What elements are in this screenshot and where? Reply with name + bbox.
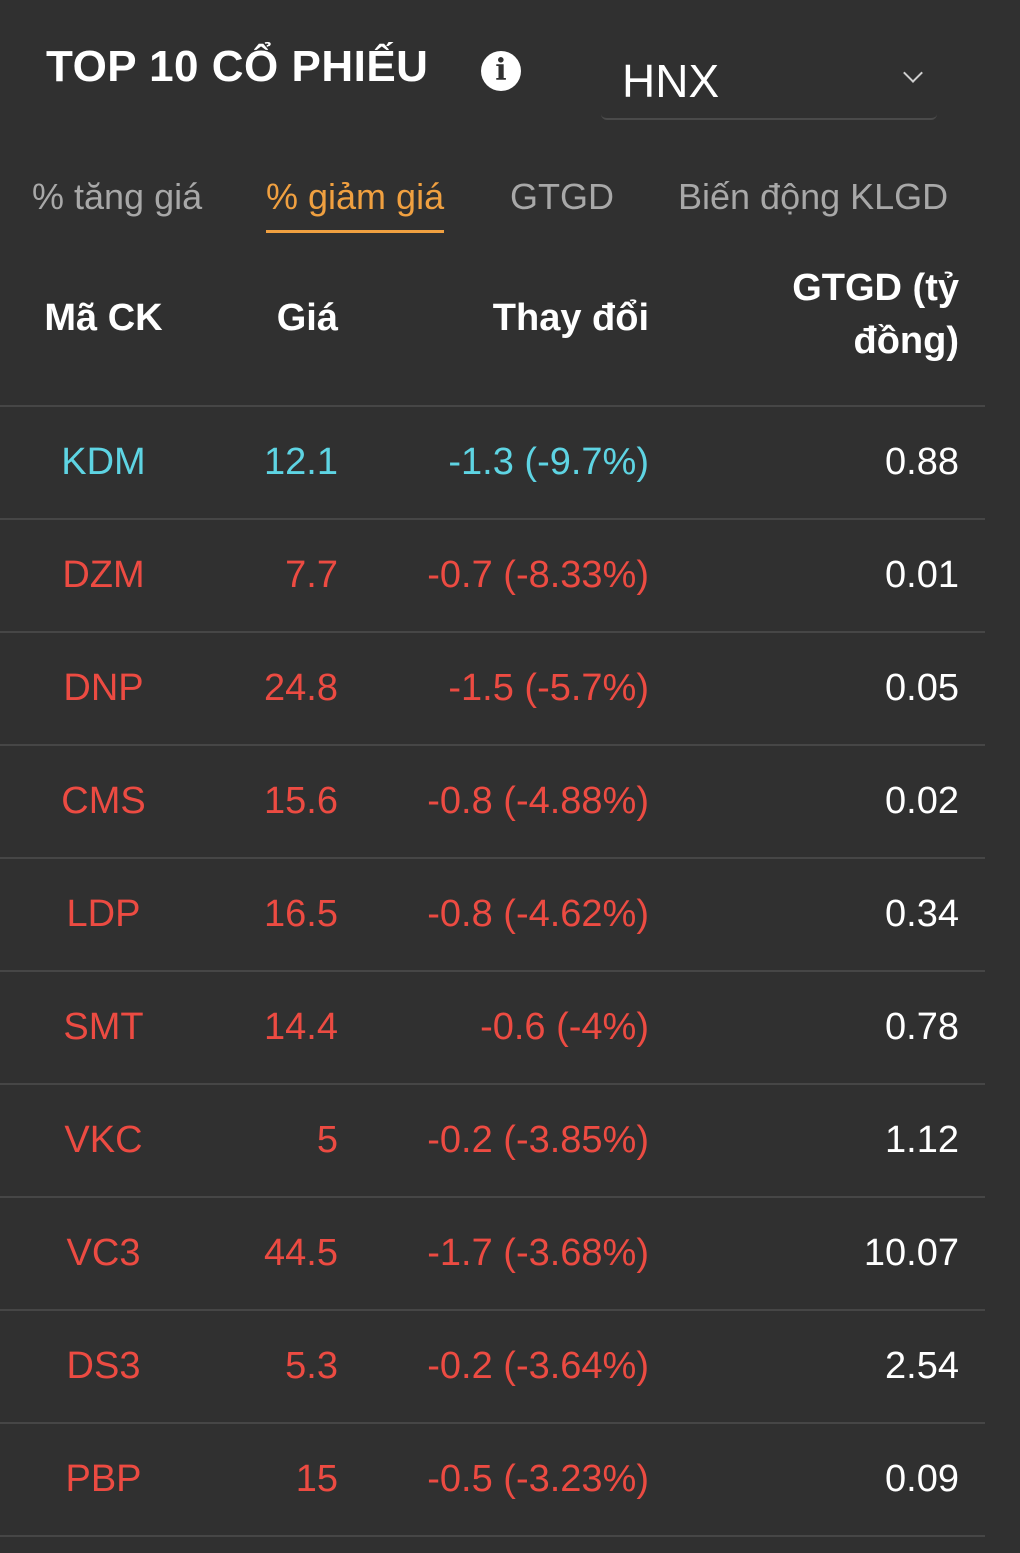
stock-change: -0.8 (-4.62%) — [427, 893, 649, 935]
table-row[interactable]: DS3 5.3 -0.2 (-3.64%) 2.54 — [0, 1311, 985, 1424]
table-row[interactable]: KDM 12.1 -1.3 (-9.7%) 0.88 — [0, 407, 985, 520]
tab-price-increase[interactable]: % tăng giá — [32, 176, 203, 217]
widget-header: TOP 10 CỔ PHIẾU i HNX — [0, 0, 1020, 140]
table-row[interactable]: DZM 7.7 -0.7 (-8.33%) 0.01 — [0, 520, 985, 633]
stock-trading-value: 0.88 — [885, 441, 959, 483]
stock-trading-value: 0.34 — [885, 893, 959, 935]
stock-trading-value: 0.09 — [885, 1458, 959, 1500]
stock-code[interactable]: PBP — [65, 1458, 142, 1500]
tab-price-decrease[interactable]: % giảm giá — [266, 176, 445, 233]
stock-change: -1.5 (-5.7%) — [448, 667, 649, 709]
table-row[interactable]: LDP 16.5 -0.8 (-4.62%) 0.34 — [0, 859, 985, 972]
stock-price: 24.8 — [264, 667, 338, 709]
column-header-value-line2: đồng) — [853, 320, 959, 362]
table-row[interactable]: PBP 15 -0.5 (-3.23%) 0.09 — [0, 1424, 985, 1537]
column-header-price[interactable]: Giá — [276, 297, 338, 339]
stock-trading-value: 0.01 — [885, 554, 959, 596]
stock-price: 15.6 — [264, 780, 338, 822]
stock-code[interactable]: SMT — [63, 1006, 144, 1048]
column-header-value[interactable]: GTGD (tỷ đồng) — [792, 267, 959, 372]
exchange-dropdown[interactable]: HNX — [601, 38, 937, 120]
stock-price: 7.7 — [285, 554, 338, 596]
column-header-code[interactable]: Mã CK — [44, 297, 163, 339]
chevron-down-icon — [903, 63, 923, 83]
stock-change: -1.3 (-9.7%) — [448, 441, 649, 483]
stock-code[interactable]: CMS — [61, 780, 146, 822]
stock-change: -0.7 (-8.33%) — [427, 554, 649, 596]
exchange-selected-value: HNX — [622, 55, 720, 107]
stock-table-body: KDM 12.1 -1.3 (-9.7%) 0.88 DZM 7.7 -0.7 … — [0, 407, 985, 1537]
stock-trading-value: 1.12 — [885, 1119, 959, 1161]
tab-trading-value[interactable]: GTGD — [510, 176, 614, 217]
stock-price: 16.5 — [264, 893, 338, 935]
stock-price: 44.5 — [264, 1232, 338, 1274]
stock-price: 5 — [316, 1119, 338, 1161]
column-header-value-line1: GTGD (tỷ — [792, 267, 959, 309]
table-header: Mã CK Giá Thay đổi GTGD (tỷ đồng) — [0, 255, 985, 407]
stock-code[interactable]: DS3 — [66, 1345, 141, 1387]
widget-title: TOP 10 CỔ PHIẾU — [46, 42, 429, 91]
table-row[interactable]: VC3 44.5 -1.7 (-3.68%) 10.07 — [0, 1198, 985, 1311]
stock-trading-value: 0.05 — [885, 667, 959, 709]
stock-code[interactable]: DNP — [63, 667, 144, 709]
stock-change: -0.6 (-4%) — [480, 1006, 649, 1048]
stock-trading-value: 2.54 — [885, 1345, 959, 1387]
table-row[interactable]: SMT 14.4 -0.6 (-4%) 0.78 — [0, 972, 985, 1085]
stock-price: 15 — [295, 1458, 338, 1500]
stock-code[interactable]: KDM — [61, 441, 146, 483]
info-icon[interactable]: i — [481, 51, 521, 91]
column-header-change[interactable]: Thay đổi — [492, 297, 649, 339]
stock-change: -1.7 (-3.68%) — [427, 1232, 649, 1274]
table-row[interactable]: DNP 24.8 -1.5 (-5.7%) 0.05 — [0, 633, 985, 746]
stock-code[interactable]: VKC — [64, 1119, 143, 1161]
stock-code[interactable]: VC3 — [66, 1232, 141, 1274]
tab-bar: % tăng giá % giảm giá GTGD Biến động KLG… — [0, 170, 1020, 240]
table-row[interactable]: CMS 15.6 -0.8 (-4.88%) 0.02 — [0, 746, 985, 859]
tab-volume-change[interactable]: Biến động KLGD — [678, 176, 949, 217]
stock-trading-value: 0.02 — [885, 780, 959, 822]
stock-change: -0.2 (-3.64%) — [427, 1345, 649, 1387]
stock-price: 14.4 — [264, 1006, 338, 1048]
stock-trading-value: 0.78 — [885, 1006, 959, 1048]
stock-code[interactable]: DZM — [62, 554, 145, 596]
stock-change: -0.2 (-3.85%) — [427, 1119, 649, 1161]
stock-code[interactable]: LDP — [66, 893, 141, 935]
stock-trading-value: 10.07 — [863, 1232, 959, 1274]
stock-change: -0.8 (-4.88%) — [427, 780, 649, 822]
table-row[interactable]: VKC 5 -0.2 (-3.85%) 1.12 — [0, 1085, 985, 1198]
stock-price: 12.1 — [264, 441, 338, 483]
stock-price: 5.3 — [285, 1345, 338, 1387]
stock-change: -0.5 (-3.23%) — [427, 1458, 649, 1500]
